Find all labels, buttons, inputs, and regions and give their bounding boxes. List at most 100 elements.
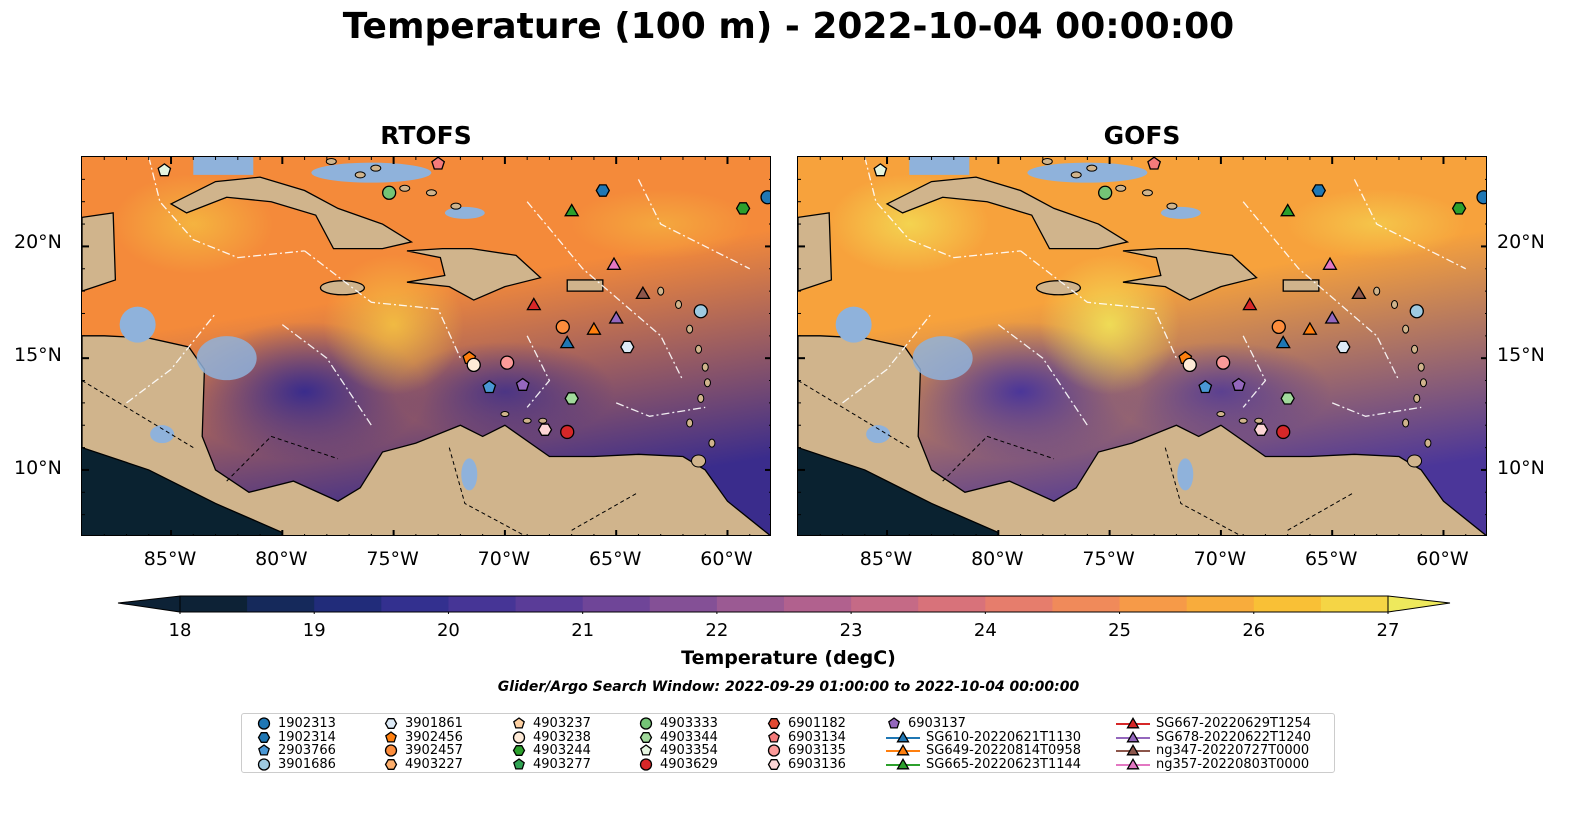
land-cuba <box>169 176 414 250</box>
map-canvas <box>798 157 1486 535</box>
legend-item: 6901182 <box>766 716 846 731</box>
legend-label: 4903277 <box>533 756 591 772</box>
search-window-text: Glider/Argo Search Window: 2022-09-29 01… <box>497 679 1080 695</box>
legend-item: 1902313 <box>256 716 336 731</box>
x-tick-80W-right: 80°W <box>971 548 1024 570</box>
map-canvas <box>82 157 770 535</box>
colorbar-segment <box>1320 596 1389 612</box>
colorbar-tick-22: 22 <box>705 620 729 641</box>
marker-SG667-20220629T1254 <box>526 297 542 311</box>
legend-marker <box>767 744 781 757</box>
legend-label: 3902457 <box>405 743 463 758</box>
legend-symbol-triangle <box>886 757 920 769</box>
x-tick-65W-left: 65°W <box>588 548 642 570</box>
legend-item: 4903629 <box>638 757 718 772</box>
legend-marker <box>1126 744 1140 756</box>
marker-4903238 <box>1182 357 1197 373</box>
legend-label: ng347-20220727T0000 <box>1156 743 1310 758</box>
x-tick-60W-right: 60°W <box>1416 548 1469 570</box>
colorbar-tick-26: 26 <box>1242 620 1266 641</box>
marker-ng357-20220803T0000 <box>1322 256 1338 270</box>
legend-marker <box>384 744 398 757</box>
legend-marker <box>1126 717 1140 729</box>
legend-symbol-circle <box>384 744 398 757</box>
legend-symbol-hexagon <box>767 758 781 770</box>
colorbar-segment <box>582 596 651 612</box>
legend-symbol-pentagon <box>888 717 900 729</box>
legend-marker <box>896 744 910 756</box>
legend-label: 4903354 <box>660 743 718 758</box>
legend-marker <box>513 757 525 770</box>
legend-label: 4903238 <box>533 729 591 745</box>
marker-SG649-20220814T0958 <box>1302 321 1318 335</box>
rtofs-panel-title: RTOFS <box>380 121 472 150</box>
colorbar-segment <box>1186 596 1255 612</box>
marker-3901861 <box>1336 340 1351 354</box>
marker-SG665-20220623T1144 <box>564 203 580 217</box>
marker-1902313 <box>760 190 770 205</box>
legend-label: 6903134 <box>788 729 846 745</box>
marker-2903766 <box>1198 379 1213 394</box>
legend-label: 1902313 <box>278 716 336 731</box>
legend-marker <box>767 758 781 770</box>
marker-6903136 <box>537 423 553 436</box>
legend-symbol-circle <box>767 744 781 757</box>
legend-marker <box>896 730 910 742</box>
legend-symbol-triangle <box>886 730 920 742</box>
marker-ng347-20220727T0000 <box>1351 285 1367 300</box>
legend-marker <box>768 730 780 743</box>
marker-SG665-20220623T1144 <box>1280 203 1296 217</box>
colorbar-segment <box>985 596 1053 612</box>
legend-marker <box>1126 757 1140 769</box>
legend-label: SG665-20220623T1144 <box>926 756 1082 772</box>
marker-ng347-20220727T0000 <box>635 285 651 300</box>
colorbar-segment <box>247 596 315 612</box>
marker-SG667-20220629T1254 <box>1242 297 1258 311</box>
legend-label: 4903227 <box>405 756 463 772</box>
legend-label: 4903244 <box>533 743 591 758</box>
y-tick-15n-right: 15°N <box>1497 344 1545 366</box>
land-central-south-america <box>82 212 770 535</box>
colorbar-segment <box>180 596 248 612</box>
colorbar-max-extend <box>1387 595 1451 613</box>
legend-symbol-hexagon <box>767 718 781 729</box>
legend-item: SG667-20220629T1254 <box>1116 716 1311 731</box>
legend-symbol-hexagon <box>639 731 653 743</box>
legend-label: 4903237 <box>533 716 591 731</box>
legend-symbol-circle <box>257 717 271 730</box>
colorbar-tick-20: 20 <box>436 620 460 641</box>
legend-item: ng347-20220727T0000 <box>1116 743 1309 758</box>
x-tick-80W-left: 80°W <box>255 548 308 570</box>
marker-4903244 <box>1451 202 1467 215</box>
x-tick-65W-right: 65°W <box>1304 548 1358 570</box>
legend-symbol-hexagon <box>257 731 271 743</box>
colorbar-segment <box>1052 596 1121 612</box>
x-tick-85W-left: 85°W <box>143 548 197 570</box>
legend-item: ng357-20220803T0000 <box>1116 757 1309 772</box>
marker-SG678-20220622T1240 <box>608 310 624 324</box>
legend-item: SG678-20220622T1240 <box>1116 730 1311 745</box>
marker-6903136 <box>1253 423 1269 436</box>
marker-SG610-20220621T1130 <box>1275 335 1291 349</box>
x-tick-75W-left: 75°W <box>366 548 419 570</box>
legend-item: SG649-20220814T0958 <box>886 743 1081 758</box>
x-tick-70W-left: 70°W <box>477 548 531 570</box>
legend-marker <box>384 718 398 729</box>
marker-4903333 <box>382 185 397 200</box>
legend-label: 3902456 <box>405 729 463 745</box>
legend-item: 3902457 <box>383 743 463 758</box>
land-cuba <box>885 176 1130 250</box>
legend-label: 6903135 <box>788 743 846 758</box>
gofs-panel-title: GOFS <box>1103 121 1181 150</box>
legend-item: 6903136 <box>766 757 846 772</box>
colorbar-tick-23: 23 <box>839 620 863 641</box>
legend-item: 4903354 <box>638 743 718 758</box>
legend-item: 4903238 <box>511 730 591 745</box>
colorbar-segment <box>649 596 718 612</box>
legend-symbol-pentagon <box>640 744 652 756</box>
legend-label: 6901182 <box>788 716 846 731</box>
y-tick-20n-left: 20°N <box>14 231 62 253</box>
legend-item: 3901686 <box>256 757 336 772</box>
y-tick-20n-right: 20°N <box>1497 231 1545 253</box>
colorbar-segment <box>448 596 517 612</box>
